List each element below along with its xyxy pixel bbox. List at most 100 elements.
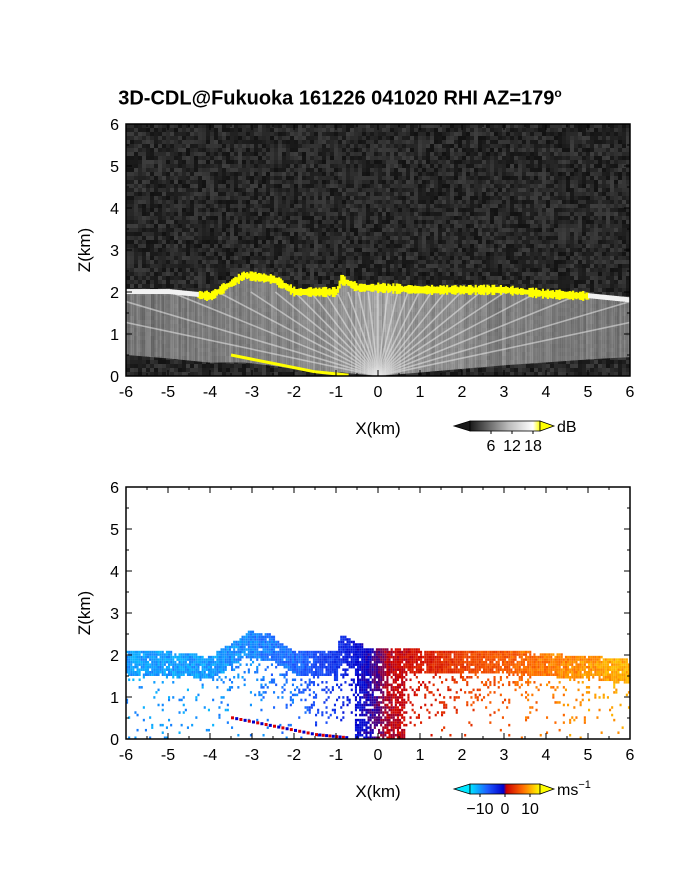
snr-noise-cell	[306, 124, 310, 128]
snr-noise-cell	[558, 176, 562, 180]
snr-noise-cell	[622, 264, 626, 268]
snr-noise-cell	[410, 188, 414, 192]
snr-noise-cell	[530, 220, 534, 224]
snr-noise-cell	[134, 252, 138, 256]
snr-noise-cell	[142, 256, 146, 260]
snr-noise-cell	[286, 244, 290, 248]
snr-noise-cell	[210, 136, 214, 140]
snr-noise-cell	[566, 152, 570, 156]
snr-noise-cell	[426, 200, 430, 204]
snr-noise-cell	[190, 220, 194, 224]
snr-noise-cell	[258, 124, 262, 128]
snr-noise-cell	[422, 232, 426, 236]
snr-noise-cell	[186, 236, 190, 240]
snr-noise-cell	[342, 208, 346, 212]
snr-noise-cell	[370, 156, 374, 160]
snr-noise-cell	[242, 168, 246, 172]
snr-noise-cell	[154, 244, 158, 248]
snr-noise-cell	[238, 236, 242, 240]
snr-noise-cell	[458, 216, 462, 220]
snr-noise-cell	[558, 128, 562, 132]
snr-noise-cell	[426, 184, 430, 188]
snr-noise-cell	[150, 216, 154, 220]
snr-noise-cell	[430, 264, 434, 268]
snr-noise-cell	[482, 244, 486, 248]
snr-noise-cell	[422, 244, 426, 248]
snr-noise-cell	[322, 228, 326, 232]
snr-noise-cell	[354, 136, 358, 140]
snr-noise-cell	[510, 172, 514, 176]
snr-noise-cell	[386, 196, 390, 200]
snr-noise-cell	[406, 144, 410, 148]
snr-noise-cell	[590, 264, 594, 268]
snr-noise-cell	[434, 224, 438, 228]
snr-noise-cell	[242, 180, 246, 184]
snr-noise-cell	[182, 148, 186, 152]
snr-noise-cell	[518, 180, 522, 184]
snr-noise-cell	[374, 256, 378, 260]
snr-noise-cell	[198, 236, 202, 240]
snr-noise-cell	[550, 188, 554, 192]
snr-noise-cell	[490, 244, 494, 248]
snr-noise-cell	[490, 204, 494, 208]
snr-noise-cell	[406, 272, 410, 276]
snr-noise-cell	[186, 220, 190, 224]
snr-noise-cell	[546, 132, 550, 136]
snr-noise-cell	[222, 136, 226, 140]
snr-noise-cell	[514, 244, 518, 248]
snr-noise-cell	[226, 136, 230, 140]
snr-noise-cell	[246, 176, 250, 180]
snr-noise-cell	[514, 204, 518, 208]
snr-noise-cell	[582, 256, 586, 260]
snr-noise-cell	[206, 172, 210, 176]
snr-noise-cell	[242, 140, 246, 144]
snr-noise-cell	[202, 252, 206, 256]
snr-noise-cell	[310, 232, 314, 236]
snr-noise-cell	[526, 148, 530, 152]
snr-noise-cell	[294, 272, 298, 276]
snr-noise-cell	[358, 204, 362, 208]
snr-noise-cell	[402, 140, 406, 144]
snr-noise-cell	[414, 168, 418, 172]
snr-noise-cell	[498, 256, 502, 260]
snr-noise-cell	[534, 276, 538, 280]
snr-noise-cell	[226, 184, 230, 188]
snr-noise-cell	[426, 272, 430, 276]
snr-noise-cell	[218, 176, 222, 180]
snr-noise-cell	[158, 244, 162, 248]
snr-noise-cell	[198, 228, 202, 232]
snr-noise-cell	[438, 236, 442, 240]
snr-noise-cell	[622, 260, 626, 264]
snr-noise-cell	[346, 184, 350, 188]
snr-noise-cell	[274, 212, 278, 216]
snr-noise-cell	[362, 140, 366, 144]
snr-noise-cell	[410, 236, 414, 240]
snr-noise-cell	[150, 248, 154, 252]
snr-noise-cell	[182, 140, 186, 144]
snr-noise-cell	[538, 164, 542, 168]
snr-noise-cell	[502, 268, 506, 272]
snr-noise-cell	[230, 196, 234, 200]
snr-noise-cell	[542, 160, 546, 164]
snr-noise-cell	[582, 160, 586, 164]
snr-noise-cell	[262, 260, 266, 264]
snr-noise-cell	[254, 204, 258, 208]
snr-noise-cell	[170, 240, 174, 244]
snr-noise-cell	[330, 232, 334, 236]
snr-noise-cell	[390, 172, 394, 176]
snr-noise-cell	[282, 152, 286, 156]
snr-noise-cell	[426, 232, 430, 236]
snr-noise-cell	[426, 220, 430, 224]
snr-noise-cell	[182, 156, 186, 160]
snr-noise-cell	[130, 240, 134, 244]
snr-noise-cell	[530, 208, 534, 212]
snr-noise-cell	[190, 228, 194, 232]
snr-noise-cell	[498, 152, 502, 156]
snr-noise-cell	[322, 224, 326, 228]
snr-noise-cell	[554, 224, 558, 228]
snr-noise-cell	[374, 128, 378, 132]
snr-noise-cell	[406, 252, 410, 256]
snr-noise-cell	[266, 200, 270, 204]
snr-noise-cell	[362, 252, 366, 256]
snr-field	[126, 124, 630, 376]
